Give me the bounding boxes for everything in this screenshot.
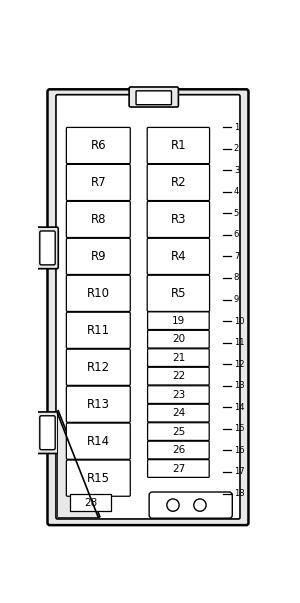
Text: R2: R2 <box>171 176 186 189</box>
Text: 2: 2 <box>234 144 239 153</box>
FancyBboxPatch shape <box>148 349 209 367</box>
Text: 9: 9 <box>234 295 239 304</box>
FancyBboxPatch shape <box>56 95 240 519</box>
FancyBboxPatch shape <box>147 127 210 163</box>
Text: R13: R13 <box>87 398 110 411</box>
FancyBboxPatch shape <box>66 423 130 459</box>
FancyBboxPatch shape <box>40 231 55 265</box>
FancyBboxPatch shape <box>66 312 130 349</box>
Text: R8: R8 <box>91 213 106 226</box>
FancyBboxPatch shape <box>47 89 248 525</box>
FancyBboxPatch shape <box>148 441 209 459</box>
Text: 11: 11 <box>234 338 244 347</box>
Text: R12: R12 <box>87 361 110 374</box>
Text: 16: 16 <box>234 446 244 455</box>
FancyBboxPatch shape <box>37 227 58 269</box>
FancyBboxPatch shape <box>149 492 232 518</box>
FancyBboxPatch shape <box>148 330 209 348</box>
Polygon shape <box>58 409 100 517</box>
Text: 28: 28 <box>84 498 97 508</box>
Text: R9: R9 <box>91 250 106 263</box>
Text: R10: R10 <box>87 287 110 300</box>
FancyBboxPatch shape <box>148 423 209 440</box>
Text: 1: 1 <box>234 122 239 131</box>
Text: 7: 7 <box>234 252 239 261</box>
Text: 14: 14 <box>234 403 244 412</box>
Text: R1: R1 <box>171 139 186 152</box>
Text: 12: 12 <box>234 360 244 368</box>
FancyBboxPatch shape <box>147 201 210 238</box>
Text: 20: 20 <box>172 334 185 344</box>
FancyBboxPatch shape <box>148 386 209 403</box>
FancyBboxPatch shape <box>37 412 58 453</box>
Text: 10: 10 <box>234 317 244 326</box>
FancyBboxPatch shape <box>66 386 130 422</box>
FancyBboxPatch shape <box>148 367 209 385</box>
FancyBboxPatch shape <box>148 404 209 422</box>
FancyBboxPatch shape <box>147 238 210 274</box>
Text: 17: 17 <box>234 467 244 476</box>
FancyBboxPatch shape <box>66 238 130 274</box>
Text: 27: 27 <box>172 464 185 473</box>
Text: R6: R6 <box>91 139 106 152</box>
Text: R5: R5 <box>171 287 186 300</box>
FancyBboxPatch shape <box>66 165 130 201</box>
Text: R7: R7 <box>91 176 106 189</box>
Text: 4: 4 <box>234 187 239 196</box>
Text: 24: 24 <box>172 408 185 418</box>
Text: 8: 8 <box>234 273 239 282</box>
FancyBboxPatch shape <box>66 127 130 163</box>
Text: 18: 18 <box>234 489 244 498</box>
FancyBboxPatch shape <box>147 165 210 201</box>
Text: 22: 22 <box>172 371 185 381</box>
FancyBboxPatch shape <box>136 91 172 105</box>
FancyBboxPatch shape <box>70 494 111 511</box>
Text: 25: 25 <box>172 426 185 437</box>
Text: 13: 13 <box>234 381 244 390</box>
FancyBboxPatch shape <box>66 460 130 496</box>
Text: R14: R14 <box>87 435 110 447</box>
Text: 3: 3 <box>234 166 239 175</box>
Text: 23: 23 <box>172 390 185 400</box>
Text: R4: R4 <box>171 250 186 263</box>
FancyBboxPatch shape <box>129 87 178 107</box>
FancyBboxPatch shape <box>148 312 209 330</box>
FancyBboxPatch shape <box>147 275 210 311</box>
Text: 26: 26 <box>172 445 185 455</box>
Text: 15: 15 <box>234 425 244 434</box>
Text: R3: R3 <box>171 213 186 226</box>
Polygon shape <box>58 414 98 517</box>
Text: 6: 6 <box>234 230 239 239</box>
Text: 5: 5 <box>234 209 239 218</box>
FancyBboxPatch shape <box>40 416 55 450</box>
FancyBboxPatch shape <box>148 459 209 478</box>
FancyBboxPatch shape <box>66 201 130 238</box>
Text: R11: R11 <box>87 324 110 337</box>
Text: 19: 19 <box>172 316 185 326</box>
FancyBboxPatch shape <box>66 349 130 385</box>
Text: R15: R15 <box>87 472 110 485</box>
FancyBboxPatch shape <box>66 275 130 311</box>
Text: 21: 21 <box>172 353 185 362</box>
